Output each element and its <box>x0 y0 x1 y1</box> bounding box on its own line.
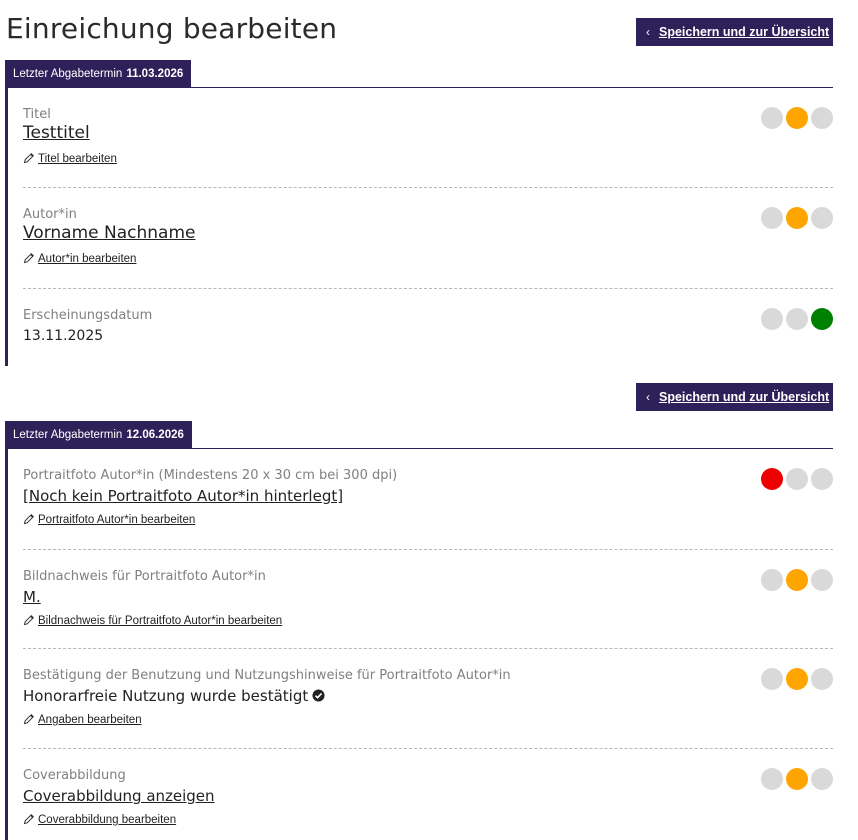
confirmation-text: Honorarfreie Nutzung wurde bestätigt <box>23 687 309 705</box>
deadline-label: Letzter Abgabetermin <box>13 429 123 441</box>
field-photo-credit: Bildnachweis für Portraitfoto Autor*in M… <box>23 569 833 639</box>
field-value-link[interactable]: [Noch kein Portraitfoto Autor*in hinterl… <box>23 487 344 505</box>
field-author: Autor*in Vorname Nachname Autor*in bearb… <box>23 207 833 277</box>
edit-title-link[interactable]: Titel bearbeiten <box>23 152 117 165</box>
status-dot-green <box>811 308 833 330</box>
status-dot-green <box>811 569 833 591</box>
status-dot-red <box>761 308 783 330</box>
edit-photo-credit-link[interactable]: Bildnachweis für Portraitfoto Autor*in b… <box>23 614 282 627</box>
field-divider <box>23 187 833 188</box>
status-dot-orange <box>786 668 808 690</box>
section-header-line <box>5 87 833 88</box>
field-publication-date: Erscheinungsdatum 13.11.2025 <box>23 308 833 353</box>
edit-portrait-photo-link[interactable]: Portraitfoto Autor*in bearbeiten <box>23 513 195 526</box>
status-dot-green <box>811 768 833 790</box>
field-label: Bildnachweis für Portraitfoto Autor*in <box>23 569 266 584</box>
edit-author-link[interactable]: Autor*in bearbeiten <box>23 252 136 265</box>
field-value-link[interactable]: Vorname Nachname <box>23 223 196 243</box>
section-header-line <box>5 448 833 449</box>
status-dot-red <box>761 668 783 690</box>
field-divider <box>23 748 833 749</box>
field-value: 13.11.2025 <box>23 328 104 344</box>
field-portrait-photo: Portraitfoto Autor*in (Mindestens 20 x 3… <box>23 468 833 538</box>
deadline-section-2: Letzter Abgabetermin 12.06.2026 Portrait… <box>5 421 833 840</box>
status-dot-orange <box>786 569 808 591</box>
status-dot-red <box>761 468 783 490</box>
field-label: Erscheinungsdatum <box>23 308 153 323</box>
pencil-icon <box>23 713 35 725</box>
chevron-left-icon: ‹ <box>646 390 650 404</box>
pencil-icon <box>23 813 35 825</box>
edit-cover-image-link[interactable]: Coverabbildung bearbeiten <box>23 813 176 826</box>
save-button-label: Speichern und zur Übersicht <box>659 25 830 39</box>
field-divider <box>23 288 833 289</box>
pencil-icon <box>23 152 35 164</box>
field-value-link[interactable]: M. <box>23 588 41 606</box>
status-dot-orange <box>786 308 808 330</box>
field-value: Honorarfreie Nutzung wurde bestätigt <box>23 687 325 705</box>
status-dot-red <box>761 107 783 129</box>
deadline-date: 12.06.2026 <box>126 429 184 441</box>
field-label: Coverabbildung <box>23 768 126 783</box>
status-indicator <box>761 308 833 330</box>
status-dot-red <box>761 569 783 591</box>
pencil-icon <box>23 614 35 626</box>
field-title: Titel Testtitel Titel bearbeiten <box>23 107 833 177</box>
status-dot-red <box>761 207 783 229</box>
field-usage-confirmation: Bestätigung der Benutzung und Nutzungshi… <box>23 668 833 738</box>
status-dot-green <box>811 107 833 129</box>
field-label: Bestätigung der Benutzung und Nutzungshi… <box>23 668 511 683</box>
page-title: Einreichung bearbeiten <box>6 12 338 45</box>
status-dot-orange <box>786 207 808 229</box>
status-indicator <box>761 207 833 229</box>
status-dot-orange <box>786 768 808 790</box>
deadline-section-1: Letzter Abgabetermin 11.03.2026 Titel Te… <box>5 60 833 366</box>
field-value-link[interactable]: Testtitel <box>23 123 90 143</box>
field-divider <box>23 648 833 649</box>
deadline-date: 11.03.2026 <box>126 68 184 80</box>
show-cover-image-link[interactable]: Coverabbildung anzeigen <box>23 787 215 805</box>
pencil-icon <box>23 513 35 525</box>
field-label: Titel <box>23 107 51 122</box>
deadline-label: Letzter Abgabetermin <box>13 68 123 80</box>
field-label: Autor*in <box>23 207 77 222</box>
pencil-icon <box>23 252 35 264</box>
status-indicator <box>761 468 833 490</box>
status-dot-green <box>811 668 833 690</box>
save-button-label: Speichern und zur Übersicht <box>659 390 830 404</box>
section-side-line <box>5 88 8 366</box>
field-label: Portraitfoto Autor*in (Mindestens 20 x 3… <box>23 468 398 483</box>
field-divider <box>23 549 833 550</box>
status-dot-orange <box>786 468 808 490</box>
status-dot-green <box>811 207 833 229</box>
deadline-tab: Letzter Abgabetermin 12.06.2026 <box>5 421 192 449</box>
status-dot-green <box>811 468 833 490</box>
section-side-line <box>5 449 8 840</box>
check-circle-icon <box>312 689 325 702</box>
chevron-left-icon: ‹ <box>646 25 650 39</box>
status-indicator <box>761 668 833 690</box>
save-and-overview-button[interactable]: ‹ Speichern und zur Übersicht <box>636 383 833 411</box>
status-dot-red <box>761 768 783 790</box>
save-and-overview-button[interactable]: ‹ Speichern und zur Übersicht <box>636 18 833 46</box>
status-dot-orange <box>786 107 808 129</box>
field-cover-image: Coverabbildung Coverabbildung anzeigen C… <box>23 768 833 838</box>
deadline-tab: Letzter Abgabetermin 11.03.2026 <box>5 60 192 88</box>
status-indicator <box>761 107 833 129</box>
status-indicator <box>761 569 833 591</box>
status-indicator <box>761 768 833 790</box>
edit-details-link[interactable]: Angaben bearbeiten <box>23 713 142 726</box>
